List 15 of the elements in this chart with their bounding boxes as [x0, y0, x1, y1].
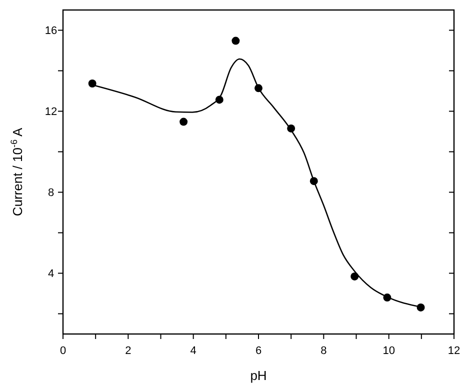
- x-tick-label: 4: [190, 345, 196, 357]
- y-tick-label: 8: [48, 187, 54, 200]
- x-tick-label: 10: [382, 345, 395, 357]
- point: [232, 36, 240, 45]
- point: [180, 118, 188, 126]
- x-tick-label: 2: [125, 345, 132, 357]
- x-tick-label: 0: [60, 345, 66, 357]
- y-tick-label: 12: [44, 106, 58, 118]
- x-tick-label: 8: [320, 345, 327, 357]
- x-tick-label: 6: [255, 345, 262, 357]
- x-axis-title: pH: [250, 368, 267, 383]
- point: [88, 80, 96, 88]
- y-tick-label: 16: [44, 25, 58, 38]
- y-tick-label: 4: [48, 268, 54, 280]
- x-tick-label: 12: [448, 345, 460, 357]
